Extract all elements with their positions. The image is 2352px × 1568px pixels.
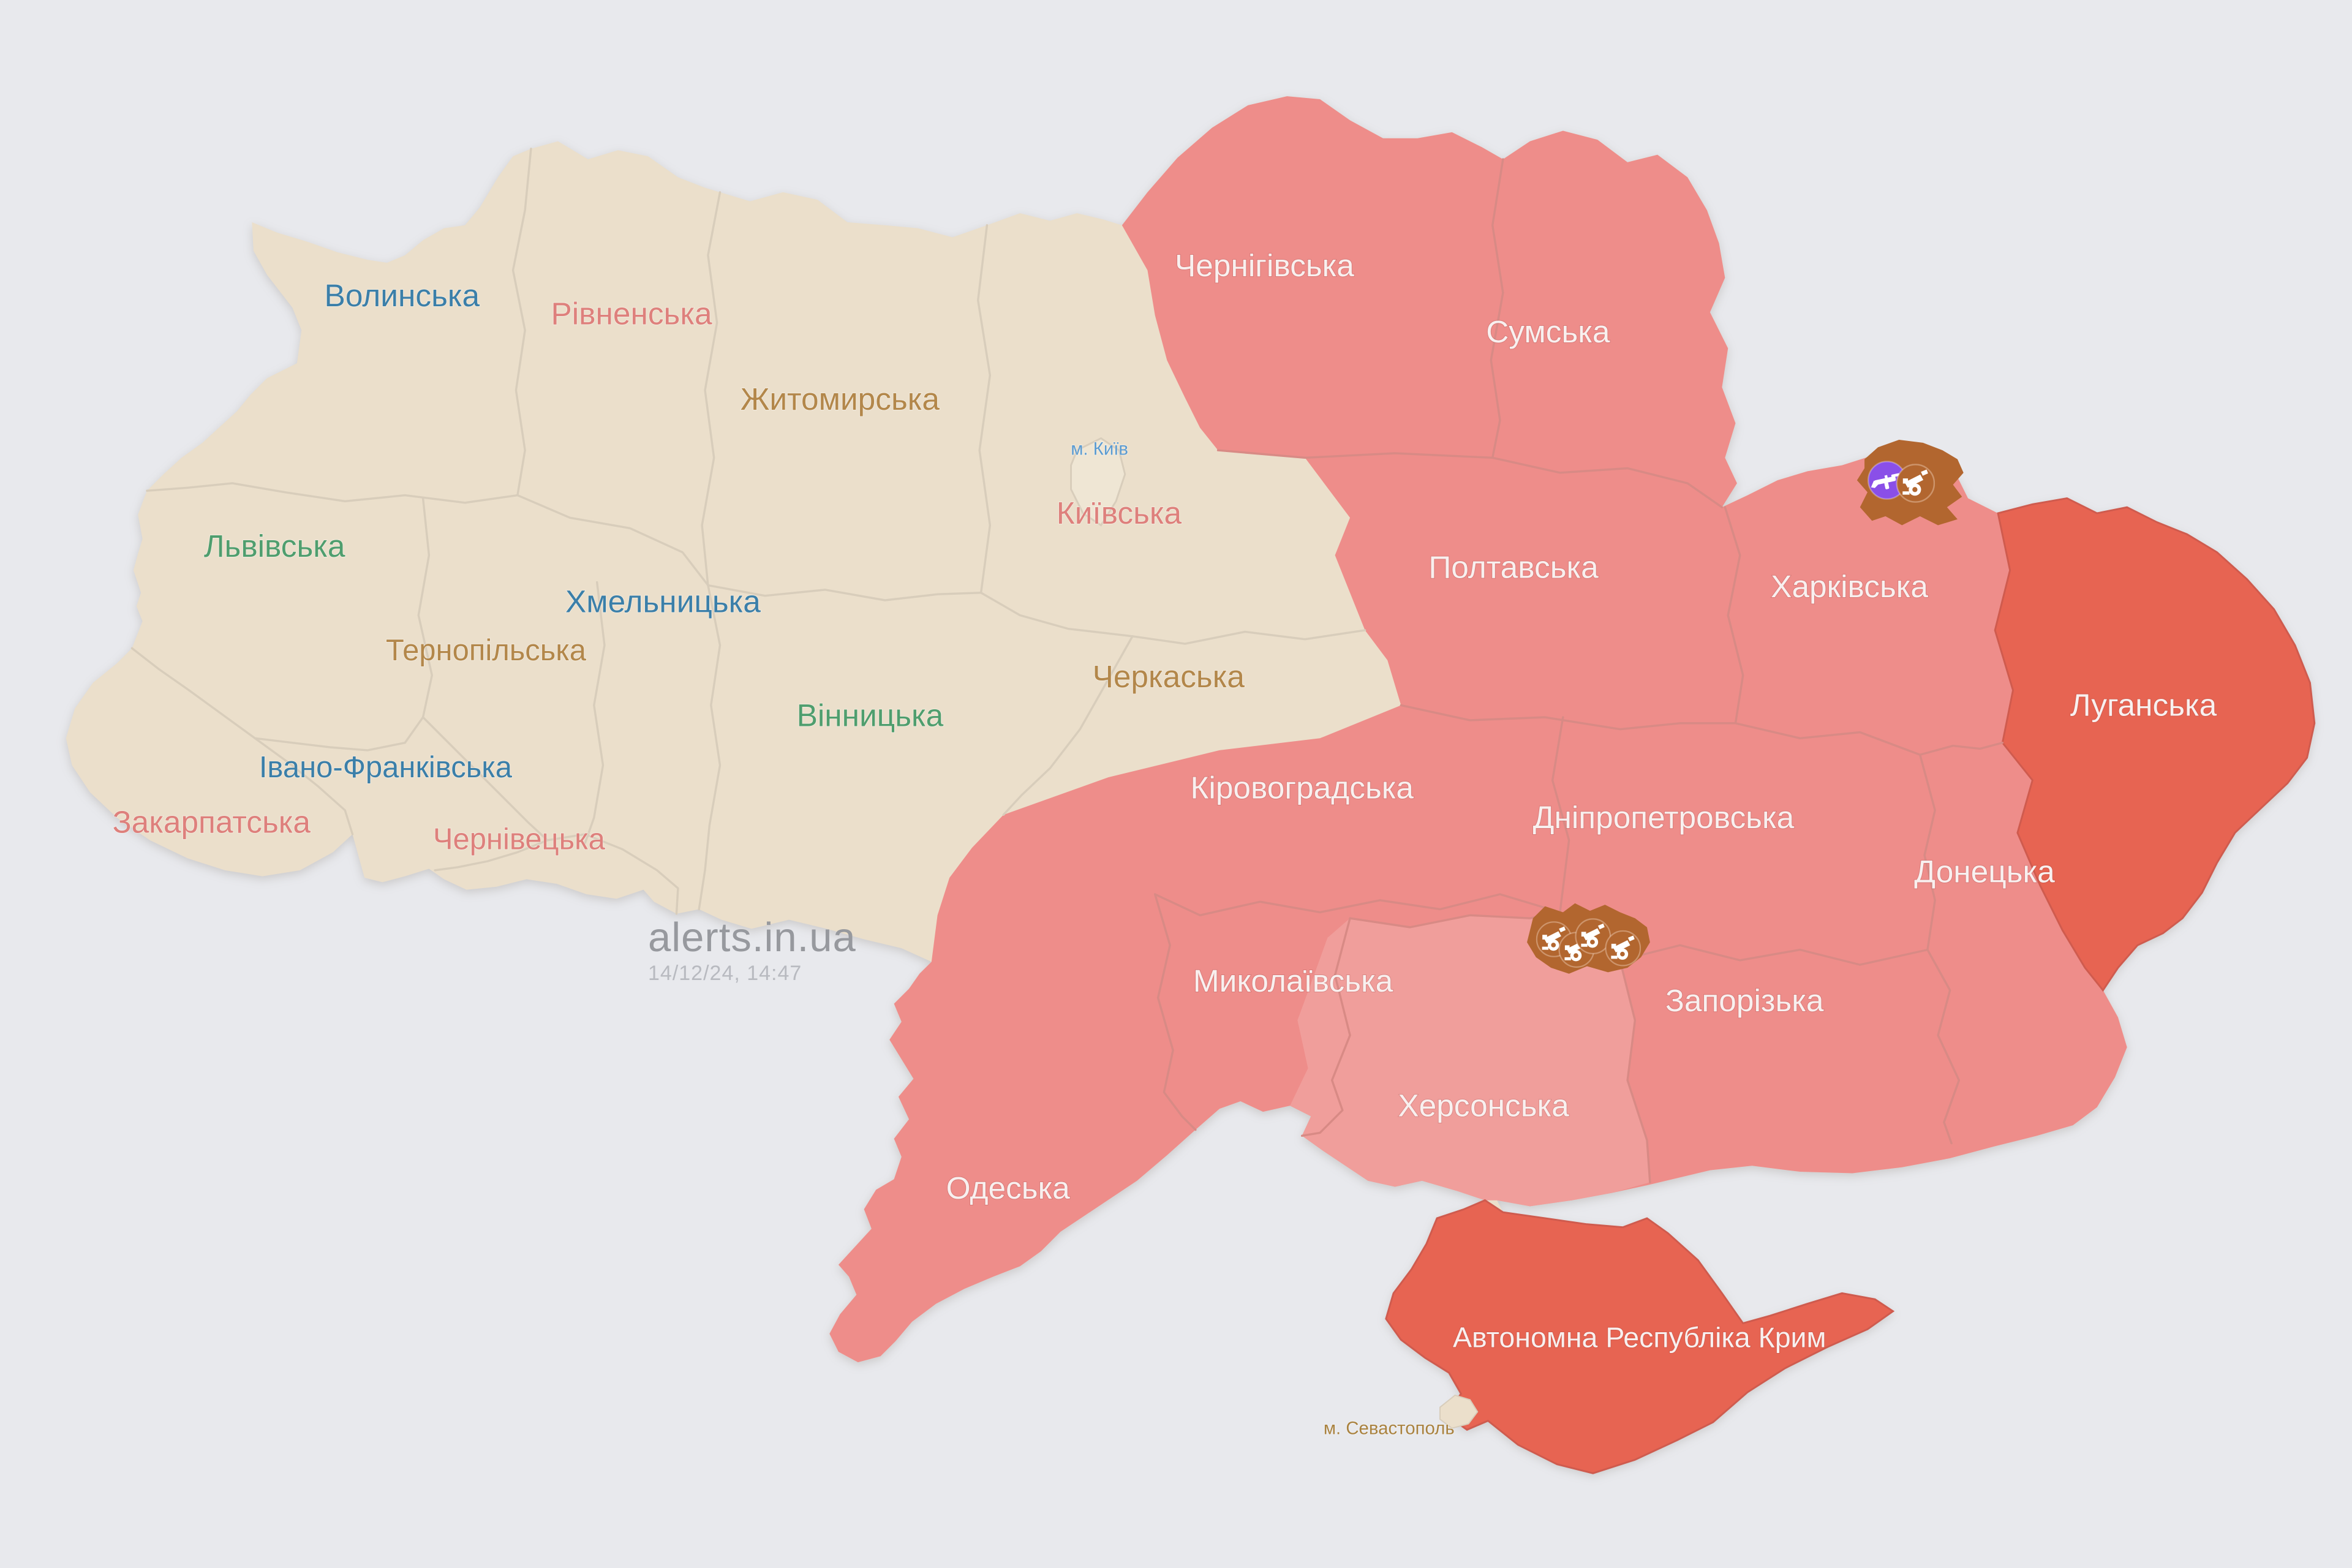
region-label-chernivetska: Чернівецька bbox=[433, 823, 606, 856]
oblast-borders-calm bbox=[130, 148, 1366, 915]
region-label-volynska: Волинська bbox=[325, 277, 480, 313]
artillery-icon[interactable] bbox=[1605, 930, 1642, 967]
region-label-ivano-frankivska: Івано-Франківська bbox=[259, 751, 513, 784]
region-label-zaporizka: Запорізька bbox=[1665, 982, 1824, 1018]
region-labels-layer: Волинська Рівненська Житомирська м. Київ Киї… bbox=[112, 247, 2218, 1439]
region-label-kharkivska: Харківська bbox=[1771, 568, 1928, 604]
region-label-krym: Автономна Республіка Крим bbox=[1453, 1322, 1826, 1354]
oblast-borders-alert bbox=[1154, 158, 2004, 1183]
kyiv-city-shape[interactable] bbox=[1070, 437, 1126, 527]
watermark-site[interactable]: alerts.in.ua bbox=[648, 914, 856, 960]
region-label-chernihivska: Чернігівська bbox=[1175, 247, 1354, 283]
watermark-timestamp: 14/12/24, 14:47 bbox=[648, 962, 802, 986]
region-label-cherkaska: Черкаська bbox=[1093, 658, 1245, 694]
watermark: alerts.in.ua 14/12/24, 14:47 bbox=[648, 916, 856, 985]
region-label-khersonska: Херсонська bbox=[1398, 1087, 1569, 1123]
region-label-kyiv-city: м. Київ bbox=[1071, 439, 1128, 459]
region-label-odeska: Одеська bbox=[946, 1170, 1071, 1205]
region-label-poltavska: Полтавська bbox=[1428, 549, 1599, 584]
region-label-rivnenska: Рівненська bbox=[551, 295, 712, 331]
region-label-mykolaivska: Миколаївська bbox=[1193, 963, 1393, 998]
region-luhanska[interactable] bbox=[1994, 497, 2316, 992]
region-label-dnipropetrovska: Дніпропетровська bbox=[1533, 799, 1795, 835]
region-krym[interactable] bbox=[1385, 1199, 1895, 1474]
region-khersonska[interactable] bbox=[1290, 912, 1650, 1207]
sevastopol-city-shape[interactable] bbox=[1439, 1394, 1479, 1429]
region-label-khmelnytska: Хмельницька bbox=[565, 584, 761, 619]
region-label-kirovohradska: Кіровоградська bbox=[1190, 769, 1414, 805]
region-label-luhanska: Луганська bbox=[2070, 687, 2217, 723]
region-label-ternopilska: Тернопільська bbox=[386, 634, 587, 667]
artillery-icon[interactable] bbox=[1896, 464, 1936, 503]
region-label-kyivska: Київська bbox=[1057, 495, 1182, 530]
region-label-sevastopol: м. Севастополь bbox=[1324, 1419, 1455, 1439]
region-label-sumska: Сумська bbox=[1486, 314, 1610, 349]
region-label-zakarpatska: Закарпатська bbox=[113, 804, 311, 840]
region-label-zhytomyrska: Житомирська bbox=[741, 381, 940, 417]
region-label-vinnytska: Вінницька bbox=[797, 698, 944, 733]
region-label-lvivska: Львівська bbox=[204, 528, 345, 564]
region-label-donetska: Донецька bbox=[1914, 853, 2055, 889]
